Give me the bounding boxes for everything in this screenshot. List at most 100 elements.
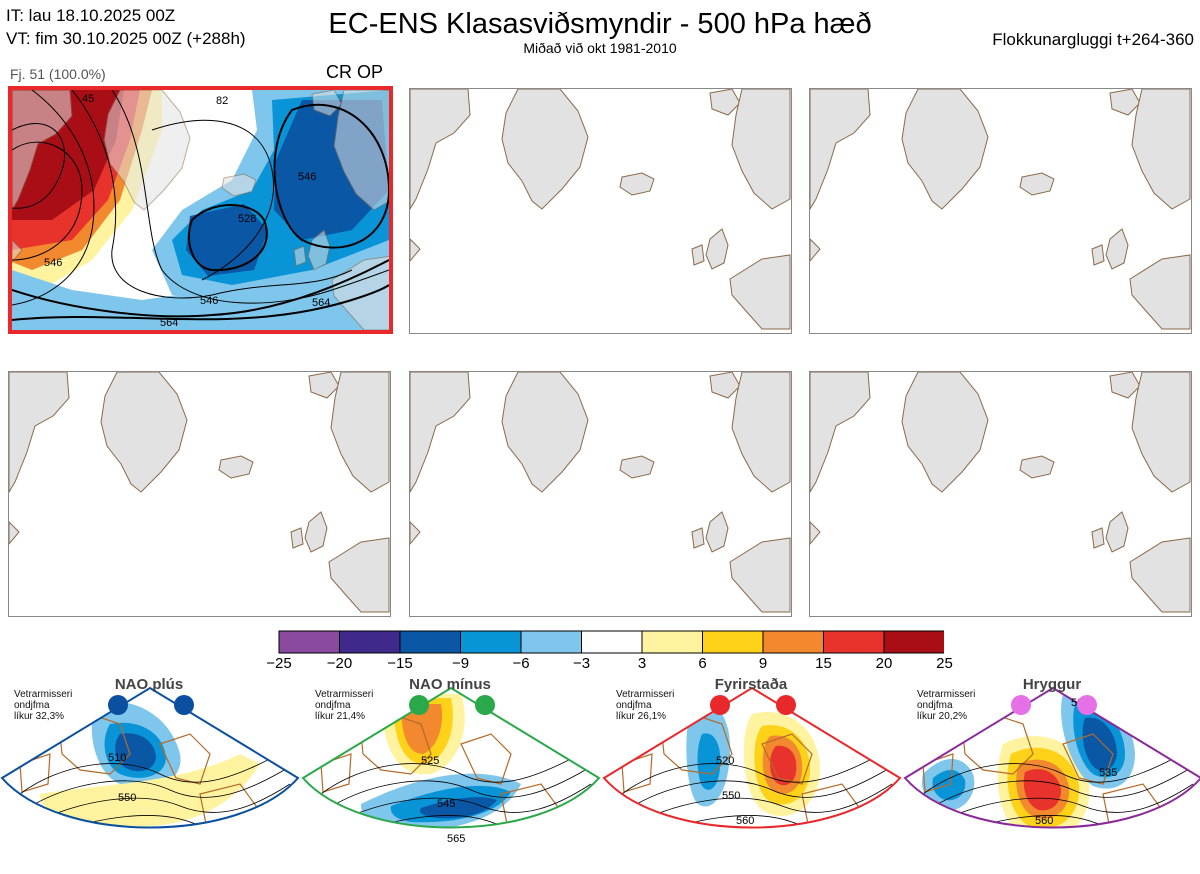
regime-name: Fyrirstaða <box>714 676 788 693</box>
member-label: Fj. 51 (100.0%) <box>10 66 106 82</box>
regime-contour-label: 535 <box>1099 767 1117 779</box>
regime-info-line: líkur 20,2% <box>917 711 968 722</box>
regime-outline <box>301 686 601 829</box>
colorbar-cell <box>278 630 340 654</box>
contour-label-partial-2: 82 <box>216 95 228 107</box>
colorbar-tick-label: 20 <box>875 655 893 672</box>
header-times: IT: lau 18.10.2025 00Z VT: fim 30.10.202… <box>6 4 246 50</box>
empty-map-4 <box>9 372 390 613</box>
regime-contour-label: 550 <box>118 792 136 804</box>
regime-contour-label: 565 <box>447 833 465 845</box>
colorbar <box>278 630 944 654</box>
regime-contour <box>31 783 291 825</box>
classification-window: Flokkunargluggi t+264-360 <box>992 30 1194 49</box>
colorbar-tick-label: 15 <box>815 655 832 672</box>
colorbar-tick-label: −20 <box>326 655 353 672</box>
colorbar-tick-label: 6 <box>698 655 707 672</box>
regime-info-line: ondjfma <box>14 700 50 711</box>
contour-label-528: 528 <box>238 213 256 225</box>
map-panel-5[interactable] <box>409 371 792 617</box>
regime-contour <box>633 783 893 825</box>
cluster-tag: CR OP <box>326 62 384 82</box>
regime-info-line: líkur 21,4% <box>315 711 366 722</box>
regime-name: Hryggur <box>1022 676 1082 693</box>
contour-label-564a: 564 <box>160 317 178 329</box>
map-panel-3[interactable] <box>809 88 1192 334</box>
regime-anomaly-area <box>1082 717 1117 771</box>
regime-name: NAO mínus <box>409 676 491 693</box>
empty-map-2 <box>410 89 791 330</box>
colorbar-tick-label: 25 <box>936 655 953 672</box>
colorbar-tick-label: 3 <box>637 655 647 672</box>
regime-map-4: 505535560 <box>903 686 1200 850</box>
regime-info: Vetrarmisseri ondjfma líkur 26,1% <box>616 689 674 722</box>
regime-contour <box>332 783 592 825</box>
regime-outline <box>0 686 300 829</box>
anomaly-map-1: 546 528 546 564 546 564 45 82 <box>12 90 389 330</box>
regime-contour-label: 550 <box>722 790 740 802</box>
regime-anomaly-area <box>115 733 156 772</box>
regime-marker-dot <box>108 695 128 715</box>
regime-contour <box>934 783 1194 825</box>
contour-label-546c: 546 <box>200 295 218 307</box>
regime-marker-dot <box>475 695 495 715</box>
regime-anomaly-area <box>1013 840 1049 850</box>
regime-contour <box>621 753 883 795</box>
regime-anomaly-area <box>401 704 443 754</box>
regime-info-line: líkur 32,3% <box>14 711 65 722</box>
regime-contour-label: 560 <box>736 815 754 827</box>
contour-label-partial-1: 45 <box>82 93 94 105</box>
regime-contour <box>928 768 1190 810</box>
regime-info-line: líkur 26,1% <box>616 711 667 722</box>
colorbar-tick-label: −6 <box>512 655 530 672</box>
colorbar-tick-label: 9 <box>758 655 768 672</box>
regime-anomaly-area <box>697 733 721 790</box>
colorbar-cell <box>581 630 643 654</box>
regime-contour-label: 560 <box>1035 815 1053 827</box>
page-subtitle: Miðað við okt 1981-2010 <box>523 40 677 56</box>
colorbar-tick-label: −15 <box>387 655 413 672</box>
colorbar-cell <box>823 630 885 654</box>
contour-label-546b: 546 <box>298 171 316 183</box>
init-time: IT: lau 18.10.2025 00Z <box>6 6 176 25</box>
colorbar-cell <box>702 630 764 654</box>
regime-info-line: Vetrarmisseri <box>616 689 675 700</box>
regime-contour <box>320 753 582 795</box>
contour-label-546a: 546 <box>44 257 62 269</box>
map-panel-2[interactable] <box>409 88 792 334</box>
regime-info-line: Vetrarmisseri <box>315 689 374 700</box>
colorbar-cell <box>520 630 582 654</box>
colorbar-cell <box>641 630 703 654</box>
regime-map-1: 510 550 <box>0 686 300 829</box>
regime-contour-label: 545 <box>437 798 455 810</box>
page-title: EC-ENS Klasasviðsmyndir - 500 hPa hæð <box>328 8 872 40</box>
colorbar-cell <box>762 630 824 654</box>
regime-map-2: 525 545 565 <box>301 686 601 845</box>
map-panel-1[interactable]: 546 528 546 564 546 564 45 82 <box>8 86 393 334</box>
colorbar-tick-label: −25 <box>266 655 292 672</box>
colorbar-tick-label: −3 <box>572 655 591 672</box>
regime-anomaly-area <box>40 754 260 827</box>
regime-contour <box>326 768 588 810</box>
regime-contour <box>19 753 281 795</box>
regime-outline <box>903 686 1200 829</box>
map-panel-6[interactable] <box>809 371 1192 617</box>
map-panel-4[interactable] <box>8 371 391 617</box>
regime-info-line: Vetrarmisseri <box>14 689 73 700</box>
regime-info-line: ondjfma <box>917 700 953 711</box>
regime-marker-dot <box>409 695 429 715</box>
regime-info-line: ondjfma <box>616 700 652 711</box>
empty-map-6 <box>810 372 1191 613</box>
regime-outline <box>602 686 902 829</box>
regime-anomaly-area <box>1023 769 1061 811</box>
regime-info: Vetrarmisseri ondjfma líkur 21,4% <box>315 689 373 722</box>
regime-contour <box>627 768 889 810</box>
empty-map-5 <box>410 372 791 613</box>
colorbar-cell <box>339 630 401 654</box>
regime-name: NAO plús <box>114 676 184 693</box>
colorbar-cell <box>399 630 461 654</box>
regime-anomaly-area <box>419 797 497 819</box>
regime-marker-dot <box>174 695 194 715</box>
colorbar-cell <box>460 630 522 654</box>
regime-info-line: Vetrarmisseri <box>917 689 976 700</box>
